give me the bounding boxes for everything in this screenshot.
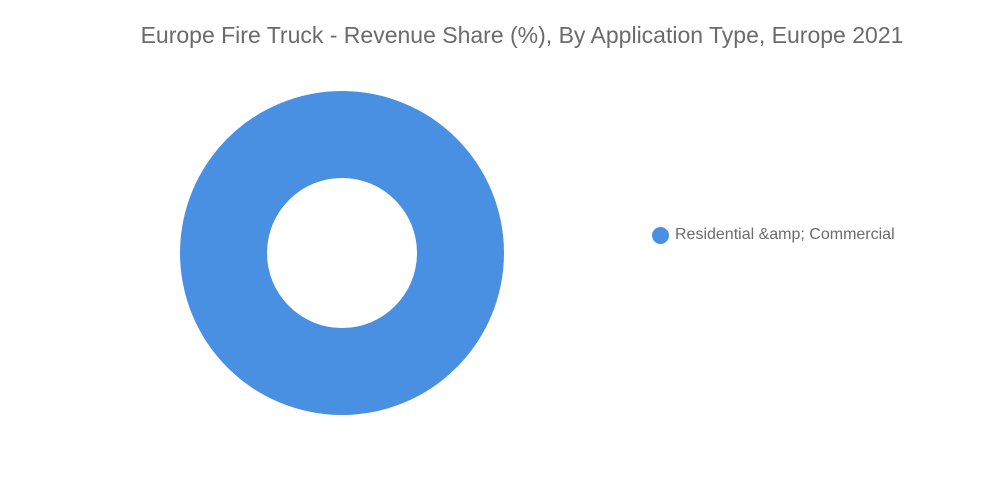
donut-slice: [180, 91, 504, 415]
legend-label: Residential &amp; Commercial: [675, 226, 895, 243]
legend: Residential &amp; Commercial: [652, 226, 895, 244]
legend-marker: [652, 226, 669, 244]
chart-title: Europe Fire Truck - Revenue Share (%), B…: [140, 22, 904, 48]
